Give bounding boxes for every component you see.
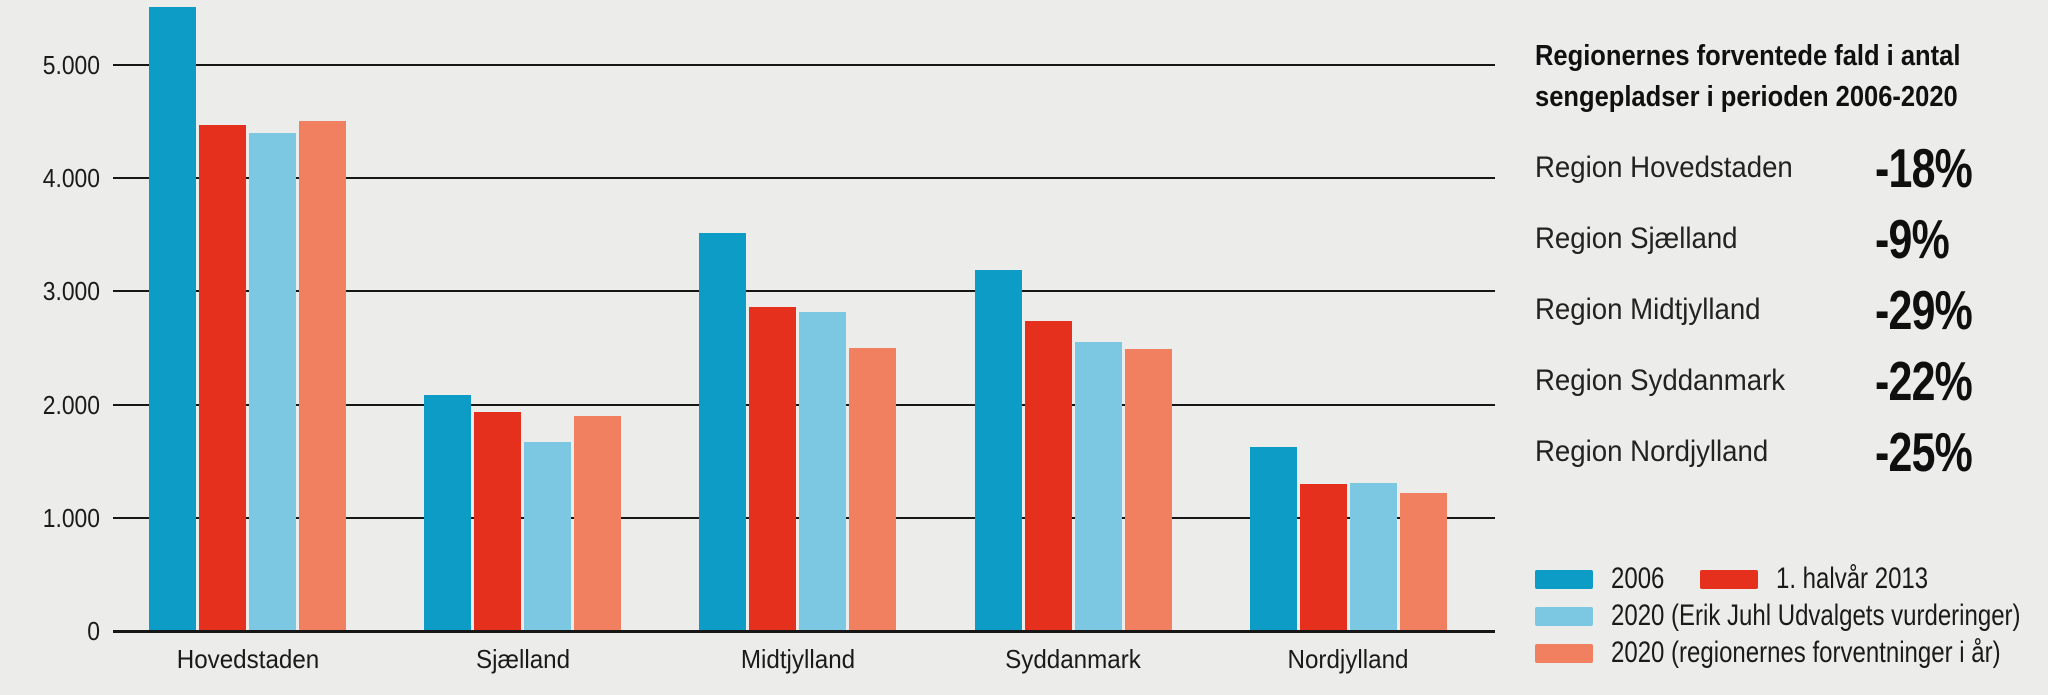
bar-hovedstaden-2020-regionernes-forventninger-i-år: [299, 120, 346, 630]
bar-midtjylland-1-halvår-2013: [749, 307, 797, 630]
bar-sjælland-2006: [424, 394, 472, 630]
bar-group-nordjylland: [1249, 0, 1447, 630]
region-percentage: -25%: [1875, 421, 1973, 483]
bar-sjælland-2020-regionernes-forventninger-i-år: [574, 416, 622, 630]
bar-group-midtjylland: [699, 0, 897, 630]
legend-row-3: 2020 (regionernes forventninger i år): [1535, 636, 2048, 670]
gridline-4-000: [113, 177, 1495, 180]
y-tick-label-0: 0: [87, 616, 100, 646]
legend-swatch-2020-regionernes-forventninger-i-år: [1535, 643, 1593, 663]
legend-row-1: 2006 1. halvår 2013: [1535, 562, 2048, 596]
region-label: Region Midtjylland: [1535, 293, 1761, 326]
chart-title: Regionernes forventede fald i antal seng…: [1535, 36, 2028, 118]
bar-midtjylland-2006: [699, 232, 747, 630]
bar-nordjylland-2020-regionernes-forventninger-i-år: [1399, 493, 1447, 630]
bar-nordjylland-2006: [1249, 446, 1297, 630]
legend-item-2006: 2006: [1535, 562, 1700, 596]
y-tick-label-1-000: 1.000: [42, 502, 100, 533]
region-percentage: -22%: [1875, 350, 1973, 412]
legend: 2006 1. halvår 2013 2020 (Erik Juhl Udvalg…: [1535, 562, 2048, 676]
bar-hovedstaden-1-halvår-2013: [199, 125, 246, 630]
legend-swatch-1-halvår-2013: [1700, 569, 1758, 589]
x-axis-label-hovedstaden: Hovedstaden: [176, 644, 319, 674]
x-axis-label-sjælland: Sjælland: [475, 644, 570, 674]
region-label: Region Syddanmark: [1535, 364, 1786, 397]
legend-label: 1. halvår 2013: [1776, 562, 1929, 595]
bar-nordjylland-2020-erik-juhl-udvalgets-vurderinger: [1349, 482, 1397, 630]
region-label: Region Nordjylland: [1535, 435, 1769, 468]
legend-item-2020-regionernes-forventninger-i-år: 2020 (regionernes forventninger i år): [1535, 636, 2048, 670]
legend-label: 2020 (Erik Juhl Udvalgets vurderinger): [1611, 599, 2021, 632]
chart-title-line-1: Regionernes forventede fald i antal: [1535, 40, 1961, 72]
x-axis-line: [113, 629, 1495, 633]
gridline-5-000: [113, 64, 1495, 66]
region-label: Region Hovedstaden: [1535, 151, 1793, 184]
x-axis-label-midtjylland: Midtjylland: [740, 644, 855, 674]
legend-swatch-2020-erik-juhl-udvalgets-vurderinger: [1535, 606, 1593, 626]
legend-row-2: 2020 (Erik Juhl Udvalgets vurderinger): [1535, 599, 2048, 633]
y-tick-label-5-000: 5.000: [42, 50, 100, 80]
bar-midtjylland-2020-erik-juhl-udvalgets-vurderinger: [799, 311, 847, 630]
region-row-region-hovedstaden: Region Hovedstaden -18%: [1535, 137, 2048, 199]
region-percentage: -18%: [1875, 137, 1973, 199]
region-percentage-list: Region Hovedstaden -18% Region Sjælland -9%…: [1535, 0, 2048, 560]
y-tick-label-3-000: 3.000: [42, 276, 100, 307]
x-axis-label-syddanmark: Syddanmark: [1005, 644, 1141, 674]
y-tick-label-4-000: 4.000: [42, 163, 100, 194]
gridline-3-000: [113, 290, 1495, 293]
x-axis-label-nordjylland: Nordjylland: [1287, 644, 1409, 674]
bar-hovedstaden-2020-erik-juhl-udvalgets-vurderinger: [249, 133, 296, 630]
bar-syddanmark-2006: [974, 270, 1022, 630]
bar-group-hovedstaden: [149, 0, 346, 630]
bar-syddanmark-1-halvår-2013: [1024, 320, 1072, 630]
region-row-region-syddanmark: Region Syddanmark -22%: [1535, 350, 2048, 412]
legend-label: 2020 (regionernes forventninger i år): [1611, 636, 2001, 669]
legend-item-1-halvår-2013: 1. halvår 2013: [1700, 562, 1966, 596]
region-percentage: -9%: [1875, 208, 1950, 270]
bar-midtjylland-2020-regionernes-forventninger-i-år: [849, 348, 897, 630]
bar-group-syddanmark: [974, 0, 1172, 630]
legend-label: 2006: [1611, 562, 1665, 595]
bar-sjælland-1-halvår-2013: [474, 411, 522, 630]
bar-sjælland-2020-erik-juhl-udvalgets-vurderinger: [524, 442, 572, 630]
region-label: Region Sjælland: [1535, 222, 1738, 255]
bar-syddanmark-2020-regionernes-forventninger-i-år: [1124, 349, 1172, 630]
bar-hovedstaden-2006: [149, 7, 196, 630]
bar-group-sjælland: [424, 0, 622, 630]
bar-syddanmark-2020-erik-juhl-udvalgets-vurderinger: [1074, 342, 1122, 630]
bar-nordjylland-1-halvår-2013: [1299, 483, 1347, 630]
legend-item-2020-erik-juhl-udvalgets-vurderinger: 2020 (Erik Juhl Udvalgets vurderinger): [1535, 599, 2048, 633]
region-row-region-sjælland: Region Sjælland -9%: [1535, 208, 2048, 270]
region-percentage: -29%: [1875, 279, 1973, 341]
region-row-region-midtjylland: Region Midtjylland -29%: [1535, 279, 2048, 341]
y-tick-label-2-000: 2.000: [42, 389, 100, 420]
region-row-region-nordjylland: Region Nordjylland -25%: [1535, 421, 2048, 483]
legend-swatch-2006: [1535, 569, 1593, 589]
chart-title-line-2: sengepladser i perioden 2006-2020: [1535, 81, 1958, 113]
